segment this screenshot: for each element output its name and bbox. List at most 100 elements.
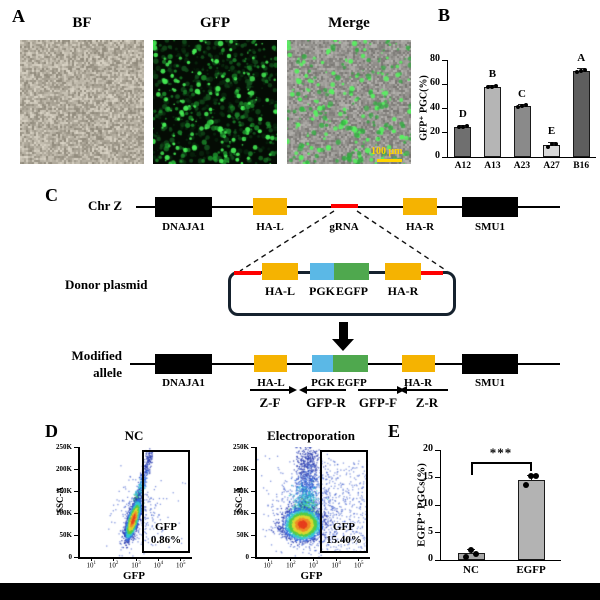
y-tick bbox=[251, 446, 256, 448]
data-dot bbox=[553, 142, 558, 147]
x-tick bbox=[157, 557, 159, 561]
plasmid-red-segment-left bbox=[234, 271, 261, 275]
chromosome-name: Chr Z bbox=[88, 198, 123, 213]
scale-bar-label: 100 μm bbox=[371, 146, 403, 157]
y-tick-label: 250K bbox=[56, 443, 72, 451]
bar bbox=[457, 553, 485, 560]
scale-bar bbox=[377, 159, 402, 162]
y-tick bbox=[442, 132, 447, 134]
primer-arrow-gfpr bbox=[299, 386, 346, 394]
y-tick-label: 5 bbox=[428, 525, 433, 537]
y-tick-label: 50K bbox=[236, 531, 249, 539]
grna-target-site bbox=[331, 204, 358, 208]
gfp-pgc-bar-chart: 0 20 40 60 80 D A12 B A13 C A23 E A27 A B16 bbox=[430, 52, 596, 171]
data-dot bbox=[533, 473, 539, 480]
cut-site-dashed-lines bbox=[239, 210, 448, 272]
primer-arrow-zr bbox=[399, 386, 448, 394]
y-tick bbox=[251, 468, 256, 470]
x-tick-label: 103 bbox=[308, 561, 319, 570]
y-tick bbox=[74, 490, 79, 492]
plasmid-label-egfp: EGFP bbox=[336, 284, 368, 298]
y-tick bbox=[435, 504, 440, 506]
primer-label-gfpr: GFP-R bbox=[306, 395, 346, 410]
y-tick-label: 100K bbox=[56, 509, 72, 517]
flow-plot-electroporation: GFP 15.40% 0 50K 100K 150K 200K 250K 101 102 103… bbox=[233, 443, 370, 569]
y-tick bbox=[435, 477, 440, 478]
panel-e-label: E bbox=[388, 421, 401, 441]
primer-label-gfpf: GFP-F bbox=[358, 395, 398, 410]
y-tick-label: 10 bbox=[423, 498, 433, 509]
data-dot bbox=[473, 550, 479, 557]
gene-label-smu1: SMU1 bbox=[475, 221, 505, 233]
y-tick-label: 50K bbox=[59, 531, 72, 539]
mod-label-har: HA-R bbox=[403, 377, 433, 389]
x-tick-label: 101 bbox=[263, 561, 274, 570]
x-tick-label: 102 bbox=[108, 561, 119, 570]
mod-gene-box-dnaja1 bbox=[155, 354, 212, 374]
bottom-black-bar bbox=[0, 583, 600, 600]
x-tick-label: EGFP bbox=[516, 564, 546, 576]
chart-b-ylabel: GFP⁺ PGC(%) bbox=[418, 75, 430, 141]
data-dot bbox=[575, 69, 580, 74]
y-tick bbox=[251, 556, 256, 558]
y-tick bbox=[435, 532, 440, 533]
egfp-pgcs-bar-chart: 0 5 10 15 20 NC EGFP *** bbox=[423, 443, 561, 576]
sig-bracket-r bbox=[530, 462, 532, 471]
gfp-micrograph bbox=[153, 40, 277, 164]
bar bbox=[483, 86, 501, 157]
y-tick bbox=[435, 559, 440, 561]
gene-label-dnaja1: DNAJA1 bbox=[162, 221, 205, 233]
modified-allele-label-1: Modified bbox=[71, 348, 122, 363]
x-tick bbox=[180, 557, 182, 561]
x-tick bbox=[267, 557, 269, 561]
sig-letter: D bbox=[458, 108, 467, 121]
x-tick-label: 102 bbox=[286, 561, 296, 570]
data-dot bbox=[549, 141, 554, 146]
y-tick bbox=[251, 490, 256, 492]
data-dot bbox=[468, 546, 474, 553]
y-tick bbox=[251, 534, 256, 536]
mod-label-dnaja1: DNAJA1 bbox=[162, 377, 205, 389]
y-tick-label: 0 bbox=[428, 553, 433, 564]
gene-box-dnaja1 bbox=[155, 197, 212, 217]
sig-letter: C bbox=[518, 87, 526, 100]
gene-box-smu1 bbox=[462, 197, 518, 217]
y-tick bbox=[74, 556, 79, 558]
x-tick-label: B16 bbox=[573, 161, 590, 171]
bar bbox=[572, 70, 590, 157]
flow-nc-title: NC bbox=[124, 428, 144, 443]
flow-ep-gate-label: GFP bbox=[333, 520, 355, 533]
sig-bracket-l bbox=[471, 462, 473, 475]
y-tick-label: 250K bbox=[233, 443, 249, 451]
x-tick-label: 104 bbox=[331, 561, 341, 570]
y-tick-label: 15 bbox=[423, 470, 433, 482]
plasmid-label-pgk: PGK bbox=[309, 284, 335, 298]
flow-nc-gate: GFP 0.86% bbox=[142, 450, 190, 553]
panel-c-label: C bbox=[45, 185, 58, 205]
y-tick bbox=[442, 108, 447, 109]
integration-arrow-shaft bbox=[339, 322, 348, 339]
sig-letter: A bbox=[577, 51, 586, 64]
mod-pgk-box bbox=[312, 355, 333, 372]
plasmid-har-box bbox=[385, 263, 421, 280]
x-tick-label: A12 bbox=[454, 161, 471, 171]
plasmid-red-segment-right bbox=[421, 271, 443, 275]
y-tick bbox=[74, 534, 79, 536]
homology-arm-left-box bbox=[253, 198, 287, 215]
bf-micrograph bbox=[20, 40, 144, 164]
flow-ep-gate-value: 15.40% bbox=[326, 534, 362, 547]
primer-arrow-zf bbox=[250, 386, 297, 394]
x-tick bbox=[113, 557, 115, 561]
data-dot bbox=[490, 84, 495, 89]
gene-label-hal: HA-L bbox=[256, 221, 284, 233]
y-tick-label: 0 bbox=[68, 553, 73, 561]
y-tick bbox=[435, 449, 440, 451]
bar bbox=[513, 106, 531, 157]
primer-arrow-gfpf bbox=[358, 386, 405, 394]
bar bbox=[454, 126, 472, 157]
merge-micrograph bbox=[287, 40, 411, 164]
flow-nc-density bbox=[80, 447, 192, 557]
mod-label-pgk: PGK bbox=[311, 377, 335, 389]
flow-plot-nc: GFP 0.86% 0 50K 100K 150K 200K 250K 101 102 103 1… bbox=[56, 443, 192, 569]
y-tick-label: 0 bbox=[245, 553, 250, 561]
